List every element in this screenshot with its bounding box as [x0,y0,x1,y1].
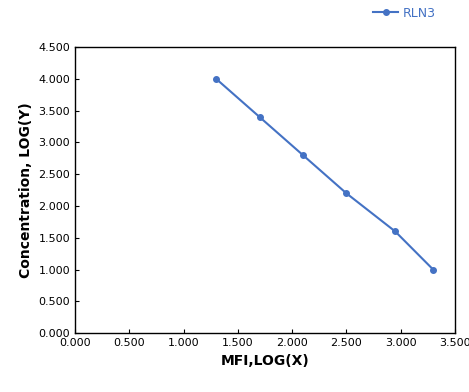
RLN3 [431,267,436,272]
RLN3 [213,76,219,81]
RLN3 [300,153,306,158]
RLN3 [393,229,398,234]
RLN3 [257,114,262,119]
Line: RLN3: RLN3 [213,76,436,272]
X-axis label: MFI,LOG(X): MFI,LOG(X) [220,354,310,368]
RLN3 [344,191,349,196]
Y-axis label: Concentration, LOG(Y): Concentration, LOG(Y) [19,102,33,278]
Legend: RLN3: RLN3 [368,2,441,25]
